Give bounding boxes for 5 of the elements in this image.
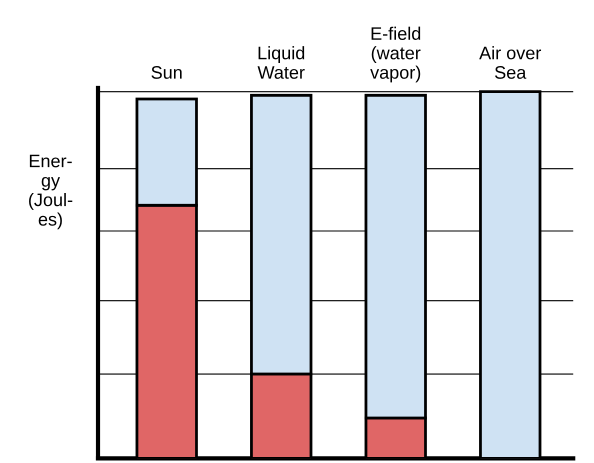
x-tick-label: Air over Sea [479, 46, 542, 79]
x-tick-label: E-field (water vapor) [370, 26, 421, 82]
x-tick-label: Sun [151, 66, 182, 79]
y-axis-title: Ener- gy (Joul- es) [29, 154, 72, 230]
x-tick-label: Liquid Water [258, 46, 305, 79]
